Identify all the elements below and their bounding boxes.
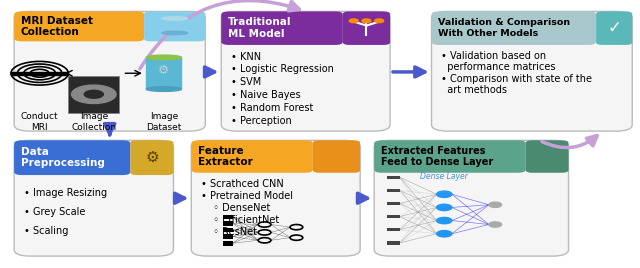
Text: Traditional
ML Model: Traditional ML Model — [228, 17, 291, 39]
Circle shape — [349, 19, 358, 23]
Text: • Naive Bayes: • Naive Bayes — [231, 90, 300, 100]
FancyBboxPatch shape — [343, 12, 390, 45]
Text: Image
Dataset: Image Dataset — [146, 112, 182, 132]
FancyBboxPatch shape — [14, 140, 173, 256]
Circle shape — [436, 191, 452, 198]
Text: • Scrathced CNN: • Scrathced CNN — [201, 179, 284, 189]
Circle shape — [436, 217, 452, 224]
Text: • KNN: • KNN — [231, 51, 261, 62]
Bar — [223, 221, 233, 226]
Bar — [162, 18, 188, 33]
Text: Dense Layer: Dense Layer — [420, 172, 468, 181]
Ellipse shape — [162, 17, 188, 20]
Circle shape — [375, 19, 383, 23]
FancyBboxPatch shape — [221, 12, 390, 131]
Bar — [387, 241, 399, 244]
Text: ⚙: ⚙ — [145, 150, 159, 165]
FancyBboxPatch shape — [14, 12, 144, 41]
FancyBboxPatch shape — [525, 140, 568, 173]
Text: Extracted Features
Feed to Dense Layer: Extracted Features Feed to Dense Layer — [381, 146, 493, 167]
Text: Data
Preprocessing: Data Preprocessing — [20, 147, 104, 169]
Circle shape — [489, 222, 502, 227]
FancyBboxPatch shape — [14, 12, 205, 131]
Ellipse shape — [162, 17, 188, 20]
Text: • Perception: • Perception — [231, 116, 292, 126]
FancyBboxPatch shape — [431, 12, 596, 45]
FancyBboxPatch shape — [191, 140, 360, 256]
FancyBboxPatch shape — [191, 140, 313, 173]
FancyBboxPatch shape — [313, 140, 360, 173]
Text: • Random Forest: • Random Forest — [231, 103, 313, 113]
Text: Image
Collection: Image Collection — [71, 112, 116, 132]
Text: • Comparison with state of the
  art methods: • Comparison with state of the art metho… — [441, 74, 592, 95]
FancyBboxPatch shape — [14, 140, 131, 175]
Text: MRI Dataset
Collection: MRI Dataset Collection — [20, 16, 93, 37]
Circle shape — [436, 230, 452, 237]
Text: Feature
Extractor: Feature Extractor — [198, 146, 252, 167]
Ellipse shape — [162, 31, 188, 35]
Text: • Grey Scale: • Grey Scale — [24, 207, 85, 217]
Bar — [223, 228, 233, 232]
Text: • Validation based on
  performance matrices: • Validation based on performance matric… — [441, 51, 556, 72]
Text: • Logistic Regression: • Logistic Regression — [231, 64, 333, 75]
FancyBboxPatch shape — [596, 12, 632, 45]
FancyBboxPatch shape — [131, 140, 173, 175]
Bar — [387, 189, 399, 192]
FancyBboxPatch shape — [374, 140, 568, 256]
Bar — [223, 234, 233, 239]
Bar — [387, 228, 399, 231]
Ellipse shape — [147, 87, 181, 91]
Text: ✓: ✓ — [607, 19, 621, 37]
Text: ⚙: ⚙ — [158, 64, 170, 77]
Circle shape — [84, 90, 103, 98]
Text: ◦ DenseNet: ◦ DenseNet — [207, 203, 271, 213]
Circle shape — [362, 19, 371, 23]
Ellipse shape — [147, 55, 181, 60]
Text: ◦ ResNet: ◦ ResNet — [207, 227, 257, 237]
FancyBboxPatch shape — [144, 12, 205, 41]
Bar — [223, 241, 233, 245]
Bar — [68, 76, 119, 113]
FancyBboxPatch shape — [374, 140, 525, 173]
Bar — [223, 214, 233, 219]
Circle shape — [436, 204, 452, 211]
Bar — [387, 215, 399, 218]
Bar — [147, 57, 181, 89]
Bar — [387, 202, 399, 205]
Circle shape — [489, 202, 502, 207]
Text: • Scaling: • Scaling — [24, 226, 68, 236]
Text: ◦ EfficientNet: ◦ EfficientNet — [207, 215, 280, 225]
Text: • Pretrained Model: • Pretrained Model — [201, 191, 293, 201]
Text: • SVM: • SVM — [231, 77, 261, 87]
Bar — [387, 176, 399, 179]
Text: Validation & Comparison
With Other Models: Validation & Comparison With Other Model… — [438, 18, 570, 38]
FancyBboxPatch shape — [431, 12, 632, 131]
Text: Conduct
MRI: Conduct MRI — [21, 112, 58, 132]
Circle shape — [72, 85, 116, 103]
Text: • Image Resizing: • Image Resizing — [24, 188, 107, 198]
FancyBboxPatch shape — [221, 12, 343, 45]
